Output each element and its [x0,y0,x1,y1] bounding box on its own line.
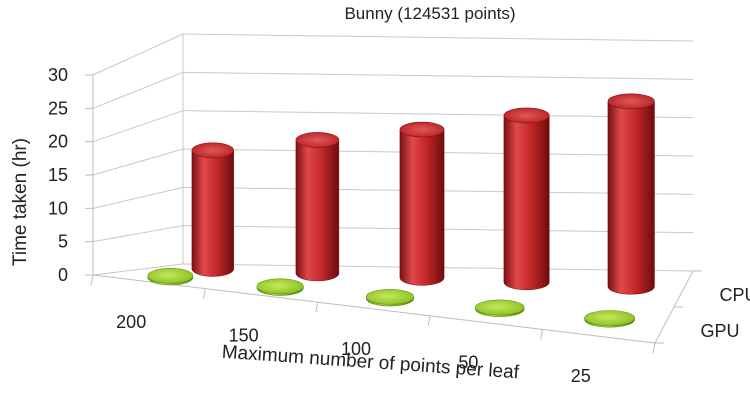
y-tick-label: 20 [48,132,68,152]
y-tick-label: 30 [48,65,68,85]
x-tick-mark [541,329,543,339]
y-tick-label: 5 [58,232,68,252]
y-tick-label: 15 [48,165,68,185]
side-gridline [93,187,183,208]
side-gridline [93,72,183,108]
side-gridline [93,226,183,242]
x-axis-line [93,275,655,343]
bar-gpu [366,289,414,306]
bar-cpu [608,94,655,294]
x-tick-label: 200 [116,312,146,332]
x-tick-mark [91,275,93,285]
series-label: GPU [701,321,740,341]
x-tick-mark [653,343,655,353]
y-tick-label: 0 [58,265,68,285]
series-label: CPU [720,285,750,305]
side-gridline [93,149,183,175]
y-tick-labels: 0 5 10 15 20 25 30 [48,65,68,285]
gridline [183,34,693,41]
gridline [183,72,693,79]
bar-cpu [192,143,234,277]
bar-cpu [296,132,339,280]
series-depth-labels: CPU GPU [701,285,750,341]
y-tick-label: 25 [48,98,68,118]
x-tick-mark [203,289,205,299]
bar-cpu [400,122,444,285]
chart-title: Bunny (124531 points) [344,4,515,23]
x-tick-mark [316,302,318,312]
y-axis-title: Time taken (hr) [10,138,31,266]
y-tick-label: 10 [48,198,68,218]
bar-gpu [585,310,635,327]
bar-gpu [148,268,193,285]
bar-gpu [475,300,524,317]
bars [148,94,655,327]
bar-cpu [504,108,549,290]
side-gridline [93,34,183,75]
x-tick-mark [428,316,430,326]
side-gridline [93,111,183,142]
bar-gpu [257,279,303,296]
x-tick-label: 25 [571,366,591,386]
